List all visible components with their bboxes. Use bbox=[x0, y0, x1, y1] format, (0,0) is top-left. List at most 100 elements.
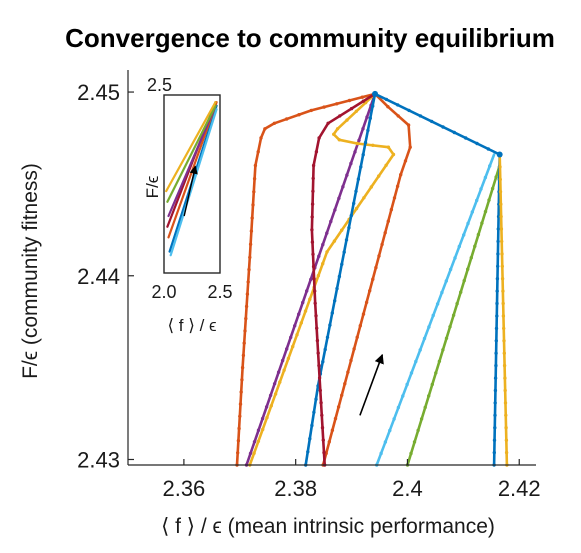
series-6-point bbox=[317, 376, 322, 380]
series-line-9 bbox=[492, 153, 501, 467]
series-1-point bbox=[309, 108, 313, 113]
series-9-point bbox=[493, 413, 497, 417]
series-5-point bbox=[349, 358, 353, 363]
inset-x-tick-label: 2.5 bbox=[207, 282, 232, 302]
series-10-point bbox=[498, 165, 502, 169]
series-3-point bbox=[286, 356, 291, 361]
series-1-point bbox=[248, 242, 253, 246]
inset-y-tick-label: 2.5 bbox=[147, 75, 172, 95]
series-9-point bbox=[495, 289, 499, 293]
series-line-10 bbox=[498, 153, 509, 467]
series-10-point bbox=[502, 351, 506, 355]
series-5-point bbox=[364, 300, 369, 305]
series-6-point bbox=[361, 99, 365, 103]
series-11-point bbox=[486, 147, 490, 151]
series-2-point bbox=[361, 127, 365, 131]
series-8-point bbox=[487, 198, 491, 202]
series-10-point bbox=[504, 413, 508, 417]
series-4-point bbox=[335, 286, 339, 291]
series-3-point bbox=[354, 109, 358, 114]
series-9-point bbox=[494, 351, 498, 355]
series-10-point bbox=[501, 289, 505, 293]
chart-title: Convergence to community equilibrium bbox=[65, 23, 555, 53]
series-4-point bbox=[337, 274, 342, 279]
series-1-point bbox=[297, 113, 301, 117]
series-11-point bbox=[441, 125, 445, 129]
series-4-point bbox=[347, 226, 351, 230]
series-8-point bbox=[427, 394, 431, 398]
series-11-point bbox=[384, 97, 389, 102]
series-3-point bbox=[308, 297, 312, 301]
series-3-point bbox=[299, 321, 303, 325]
series-8-point bbox=[423, 405, 427, 410]
series-1-point bbox=[244, 316, 248, 321]
series-7-point bbox=[414, 359, 418, 364]
inset-x-axis-label: ⟨ f ⟩ / ϵ bbox=[167, 316, 216, 335]
series-8-point bbox=[494, 175, 498, 179]
series-9-point bbox=[492, 438, 497, 442]
series-3-point bbox=[303, 309, 308, 313]
series-6-point bbox=[311, 252, 315, 256]
series-2-point bbox=[268, 393, 273, 398]
series-2-point bbox=[349, 161, 353, 166]
series-1-point bbox=[285, 117, 289, 121]
series-4-point bbox=[306, 450, 310, 454]
series-2-point bbox=[264, 405, 269, 409]
series-2-point bbox=[252, 440, 257, 444]
series-7-point bbox=[466, 221, 470, 226]
series-line-11 bbox=[373, 92, 501, 156]
series-5-point bbox=[408, 145, 412, 149]
series-5-point bbox=[340, 393, 344, 397]
series-6-point bbox=[318, 388, 322, 393]
series-3-point bbox=[278, 380, 282, 384]
series-4-point bbox=[356, 177, 361, 181]
series-5-point bbox=[406, 123, 411, 127]
series-7-point bbox=[483, 175, 488, 180]
series-8-point bbox=[444, 336, 449, 340]
series-10-point bbox=[503, 388, 507, 393]
series-11-point bbox=[418, 114, 423, 118]
series-7-point bbox=[448, 267, 453, 272]
series-1-point bbox=[252, 177, 257, 181]
series-7-point bbox=[379, 451, 383, 456]
series-1-point bbox=[263, 127, 267, 131]
series-6-point bbox=[320, 426, 325, 430]
series-5-point bbox=[392, 196, 397, 200]
series-3-point bbox=[269, 404, 273, 408]
series-7-point bbox=[453, 256, 457, 260]
series-7-point bbox=[401, 394, 405, 398]
series-7-point bbox=[409, 371, 414, 375]
plot-area bbox=[235, 90, 509, 467]
series-9-point bbox=[494, 326, 499, 331]
series-6-point bbox=[312, 277, 316, 281]
series-8-point bbox=[412, 440, 417, 444]
equilibrium-point-1 bbox=[372, 90, 379, 97]
series-9-point bbox=[496, 227, 500, 231]
series-2-point bbox=[293, 324, 297, 328]
series-7-point bbox=[488, 164, 492, 168]
series-8-point bbox=[455, 302, 459, 306]
series-10-point bbox=[499, 227, 504, 231]
series-6-point bbox=[315, 326, 319, 330]
series-4-point bbox=[308, 437, 312, 441]
series-8-point bbox=[473, 244, 477, 248]
series-7-point bbox=[444, 279, 448, 283]
series-5-point bbox=[361, 312, 366, 316]
series-3-point bbox=[316, 273, 321, 278]
series-10-point bbox=[502, 363, 507, 368]
series-8-point bbox=[434, 371, 438, 375]
series-11-point bbox=[430, 119, 434, 124]
series-5-point bbox=[352, 347, 356, 351]
series-4-point bbox=[310, 423, 314, 428]
series-3-point bbox=[256, 439, 261, 443]
series-1-point bbox=[238, 414, 242, 418]
series-10-point bbox=[502, 339, 506, 343]
series-line-6 bbox=[310, 92, 377, 467]
series-1-point bbox=[256, 150, 260, 154]
series-6-point bbox=[316, 351, 320, 355]
series-4-point bbox=[361, 153, 365, 157]
series-10-point bbox=[504, 438, 509, 442]
series-8-point bbox=[416, 428, 420, 433]
equilibrium-point-2 bbox=[496, 151, 503, 158]
series-6-point bbox=[310, 240, 315, 244]
